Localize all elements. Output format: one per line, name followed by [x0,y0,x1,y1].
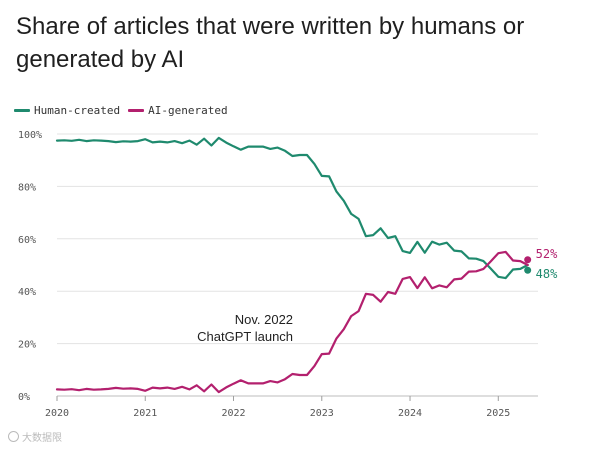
annotation-line-1: Nov. 2022 [235,312,293,327]
series-lines [55,136,529,394]
chart-title: Share of articles that were written by h… [16,13,525,73]
watermark: 大数据限 [8,429,62,444]
x-tick-label: 2025 [486,408,510,419]
y-tick-label: 100% [18,130,42,141]
x-tick-label: 2021 [133,408,157,419]
chart-legend: Human-created AI-generated [14,104,228,117]
legend-item-ai: AI-generated [128,104,228,117]
end-label-human: 48% [536,267,558,281]
y-tick-label: 80% [18,182,36,193]
series-line-human [55,136,529,280]
end-labels: 52%48% [524,247,558,281]
legend-item-human: Human-created [14,104,120,117]
y-tick-label: 20% [18,340,36,351]
legend-swatch-ai [128,109,145,112]
x-tick-label: 2022 [221,408,245,419]
end-dot-human [524,266,532,274]
x-tick-label: 2024 [398,408,422,419]
legend-label-ai: AI-generated [148,104,228,117]
watermark-text: 大数据限 [22,433,62,444]
y-tick-label: 0% [18,392,30,403]
y-axis: 0% 20% 40% 60% 80% 100% [18,130,42,403]
y-tick-label: 60% [18,235,36,246]
end-dot-ai [524,256,532,264]
annotation-line-2: ChatGPT launch [197,329,293,344]
y-tick-label: 40% [18,287,36,298]
x-axis: 2020 2021 2022 2023 2024 2025 [45,396,510,419]
series-line-ai [55,250,529,394]
x-tick-label: 2023 [310,408,334,419]
grid-lines [57,133,538,397]
watermark-icon [8,431,19,442]
end-label-ai: 52% [536,247,558,261]
legend-swatch-human [14,109,30,112]
annotations: Nov. 2022 ChatGPT launch [197,312,293,344]
x-tick-label: 2020 [45,408,69,419]
legend-label-human: Human-created [34,104,121,117]
